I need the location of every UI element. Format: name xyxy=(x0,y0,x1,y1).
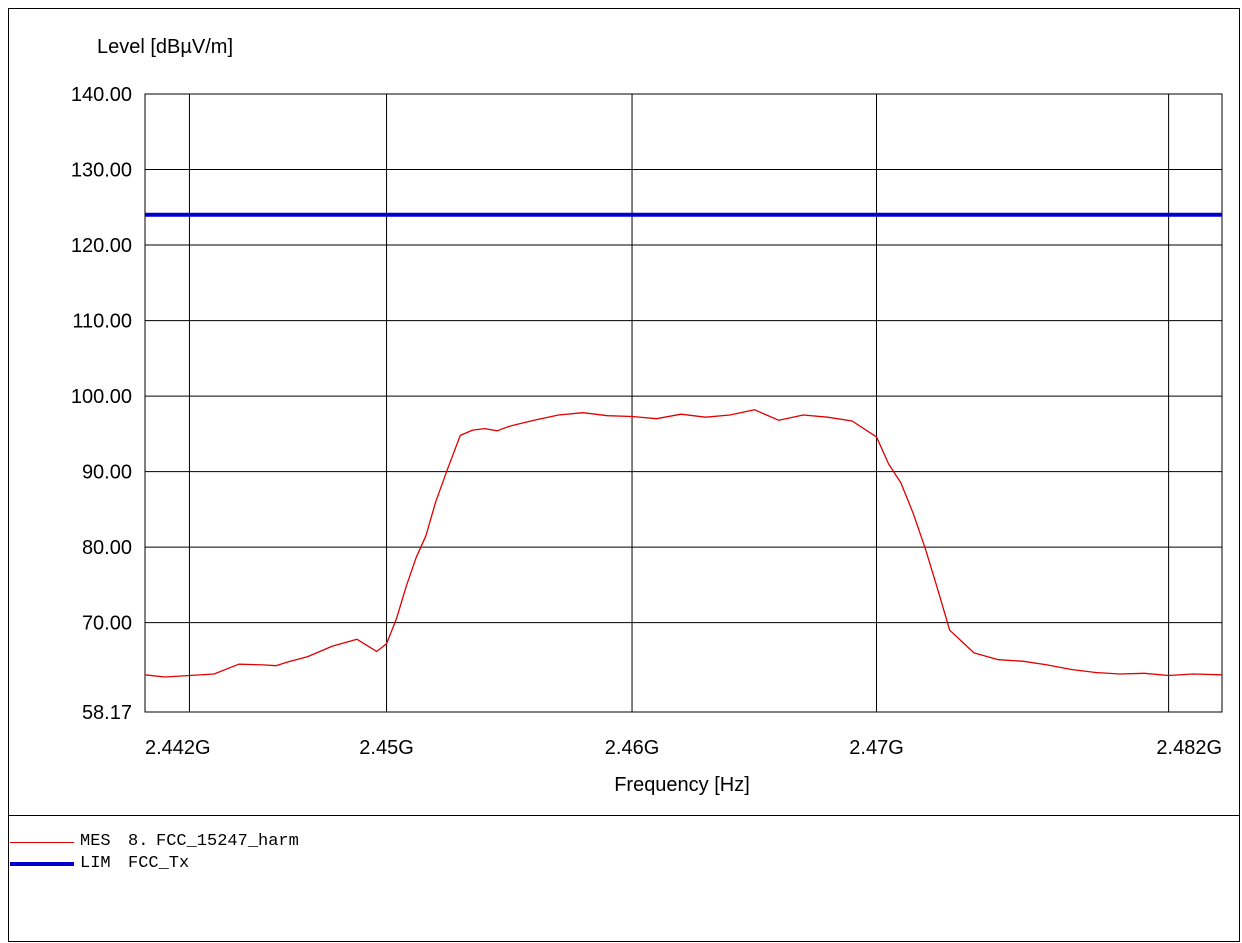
legend-prefix-mes: 8. xyxy=(128,832,149,851)
plot-area-border xyxy=(144,93,1223,713)
x-tick-label-0: 2.442G xyxy=(145,737,211,759)
legend-name-lim: FCC_Tx xyxy=(128,854,190,873)
x-tick-label-4: 2.482G xyxy=(1156,737,1222,759)
legend-name-mes: FCC_15247_harm xyxy=(156,832,299,851)
y-tick-label-8: 58.17 xyxy=(82,702,132,724)
legend-line-mes xyxy=(10,842,74,843)
series-line-mes xyxy=(144,409,1223,678)
y-axis-label: Level [dBµV/m] xyxy=(97,36,233,58)
y-tick-label-1: 130.00 xyxy=(71,160,132,182)
x-axis-label: Frequency [Hz] xyxy=(614,774,750,796)
legend-type-lim: LIM xyxy=(80,854,111,873)
x-tick-label-2: 2.46G xyxy=(605,737,659,759)
x-ticks: 2.442G 2.45G 2.46G 2.47G 2.482G xyxy=(145,737,1222,759)
y-tick-label-5: 90.00 xyxy=(82,462,132,484)
y-ticks: 140.00 130.00 120.00 110.00 100.00 90.00 80.00… xyxy=(71,84,132,724)
x-tick-label-1: 2.45G xyxy=(359,737,413,759)
x-tick-label-3: 2.47G xyxy=(849,737,903,759)
legend-divider xyxy=(8,815,1240,816)
y-tick-label-4: 100.00 xyxy=(71,386,132,408)
y-tick-label-6: 80.00 xyxy=(82,537,132,559)
legend-type-mes: MES xyxy=(80,832,111,851)
y-tick-label-2: 120.00 xyxy=(71,235,132,257)
series-layer xyxy=(144,212,1223,678)
chart-frame xyxy=(8,8,1240,942)
y-tick-label-0: 140.00 xyxy=(71,84,132,106)
legend-line-lim xyxy=(10,862,74,866)
y-tick-label-3: 110.00 xyxy=(72,311,132,333)
grid xyxy=(144,93,1223,713)
spectrum-chart: Level [dBµV/m] 140.00130.00120.00110.001… xyxy=(71,36,1223,796)
y-tick-label-7: 70.00 xyxy=(82,613,132,635)
